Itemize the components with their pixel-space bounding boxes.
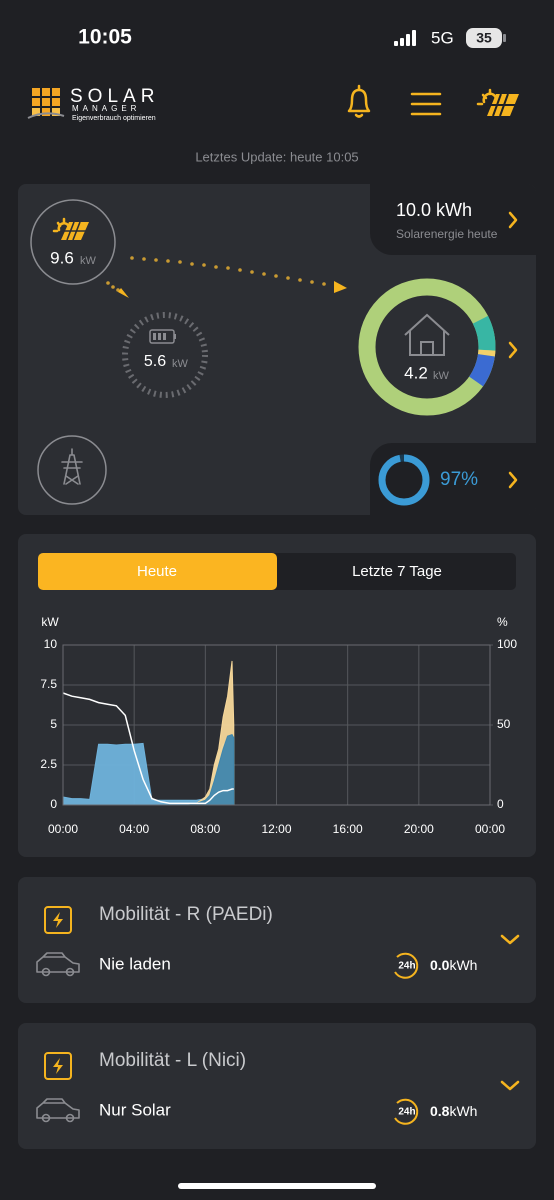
home-power: 4.2 (404, 363, 428, 382)
network-label: 5G (431, 28, 454, 47)
flow-arrow (334, 281, 347, 293)
autarky-label: 97% (440, 469, 478, 490)
pv-power: 9.6 (50, 248, 74, 267)
bell-button[interactable] (347, 84, 371, 118)
timer-icon (394, 952, 419, 979)
x-tick-label: 12:00 (261, 822, 291, 836)
overview-card (18, 184, 536, 515)
solar-energy-label: Solarenergie heute (396, 227, 498, 241)
timer-icon (394, 1098, 419, 1125)
tab-label[interactable]: Letzte 7 Tage (352, 563, 442, 580)
solar-energy-box[interactable] (370, 184, 536, 255)
wheel (41, 967, 51, 977)
timer-badge: 24h (398, 1107, 415, 1118)
chevron[interactable] (500, 934, 520, 945)
device-list: Mobilität - R (PAEDi)Nie laden 24h 0.0kWhM… (18, 877, 536, 1149)
plot-frame (62, 644, 491, 806)
device-name: Mobilität - L (Nici) (99, 1050, 246, 1071)
bolt-icon (53, 912, 63, 928)
tab-active[interactable] (38, 553, 277, 590)
last-update: Letztes Update: heute 10:05 (195, 149, 358, 164)
pv-circle (30, 199, 116, 285)
device-card[interactable]: Mobilität - R (PAEDi) Nie laden 24h 0.0kWh (18, 877, 536, 1003)
timer-badge: 24h (398, 961, 415, 972)
battery-power: 5.6 (144, 353, 166, 370)
energy-value: 0.8 (430, 1103, 450, 1119)
y-axis-label: kW (41, 615, 59, 629)
chevron[interactable] (508, 471, 518, 489)
y-tick-label: 2.5 (40, 757, 57, 771)
x-tick-label: 00:00 (475, 822, 505, 836)
logo-tagline: Eigenverbrauch optimieren (72, 115, 156, 122)
device-icon (44, 1052, 72, 1080)
energy-unit: kWh (449, 1103, 477, 1119)
device-icon (44, 906, 72, 934)
autarky-ring (378, 454, 430, 506)
x-tick-label: 16:00 (333, 822, 363, 836)
tab-label[interactable]: Heute (137, 563, 177, 580)
x-tick-label: 04:00 (119, 822, 149, 836)
grid-circle (37, 435, 107, 505)
battery-icon (149, 329, 176, 344)
y2-tick-label: 0 (497, 797, 504, 811)
energy-unit: kWh (449, 957, 477, 973)
x-tick-label: 08:00 (190, 822, 220, 836)
charge-mode: Nur Solar (99, 1100, 171, 1119)
pv-unit: kW (80, 255, 97, 267)
chevron[interactable] (500, 1080, 520, 1091)
pv-icon (52, 217, 89, 241)
y-tick-label: 7.5 (40, 677, 57, 691)
flow-dots (106, 256, 326, 292)
solar-energy-value: 10.0 kWh (396, 200, 472, 220)
car-icon (36, 952, 80, 973)
wheel (65, 967, 75, 977)
flow-arrow (118, 288, 129, 298)
signal-icon (394, 30, 416, 46)
line (62, 692, 234, 805)
home-donut (358, 278, 496, 416)
device-card[interactable]: Mobilität - L (Nici) Nur Solar 24h 0.8kWh (18, 1023, 536, 1149)
status-time: 10:05 (78, 26, 132, 49)
x-tick-label: 00:00 (48, 822, 78, 836)
home-unit: kW (433, 370, 450, 382)
y-tick-label: 5 (50, 717, 57, 731)
energy-value: 0.0 (430, 957, 450, 973)
y2-tick-label: 50 (497, 717, 511, 731)
charge-mode: Nie laden (99, 954, 171, 973)
energy: 0.8kWh (430, 1103, 477, 1119)
battery-ring (122, 312, 208, 398)
house-icon (404, 313, 450, 356)
chevron[interactable] (508, 341, 518, 359)
bolt-icon (53, 1058, 63, 1074)
y2-tick-label: 100 (497, 637, 517, 651)
energy: 0.0kWh (430, 957, 477, 973)
y-tick-label: 0 (50, 797, 57, 811)
device-name: Mobilität - R (PAEDi) (99, 904, 273, 925)
battery-unit: kW (172, 358, 189, 370)
solar-button[interactable] (476, 88, 519, 117)
logo-title: SOLAR (70, 86, 159, 107)
logo-subtitle: MANAGER (72, 104, 140, 113)
car-icon (36, 1098, 80, 1119)
battery-level: 35 (476, 30, 492, 46)
home-indicator (178, 1183, 376, 1189)
y2-axis-label: % (497, 615, 508, 629)
wheel (41, 1113, 51, 1123)
menu-button[interactable] (410, 92, 442, 116)
logo: SOLAR MANAGER Eigenverbrauch optimieren (27, 86, 159, 122)
wheel (65, 1113, 75, 1123)
battery-tip (503, 34, 506, 42)
y-tick-label: 10 (44, 637, 58, 651)
device-card-bg (18, 1023, 536, 1149)
battery-badge (466, 28, 502, 48)
chevron[interactable] (508, 211, 518, 229)
grid-icon (61, 448, 83, 485)
device-card-bg (18, 877, 536, 1003)
x-tick-label: 20:00 (404, 822, 434, 836)
